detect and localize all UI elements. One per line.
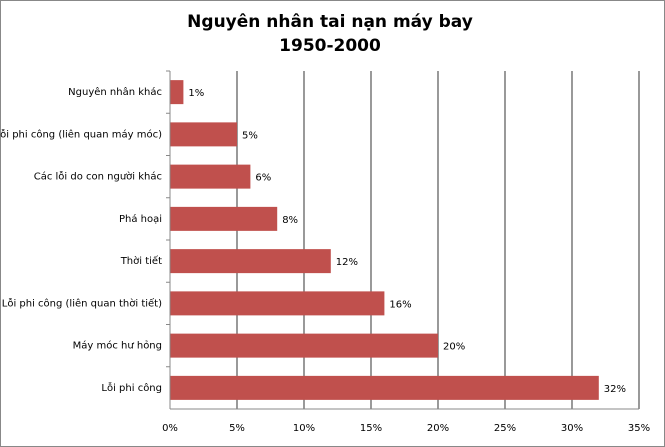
- x-tick-label: 25%: [494, 423, 516, 434]
- value-label: 6%: [255, 173, 271, 184]
- y-tick-label: Các lỗi do con người khác: [34, 170, 162, 183]
- x-tick-label: 20%: [427, 423, 449, 434]
- bar: [170, 249, 331, 274]
- y-tick-label: Phá hoại: [119, 213, 162, 225]
- x-tick-label: 35%: [628, 423, 650, 434]
- bar: [170, 122, 237, 147]
- y-tick-label: Lỗi phi công (liên quan máy móc): [0, 127, 162, 140]
- value-label: 1%: [188, 88, 204, 99]
- value-label: 12%: [336, 257, 358, 268]
- x-tick-label: 15%: [360, 423, 382, 434]
- chart-title: Nguyên nhân tai nạn máy bay: [187, 12, 473, 32]
- value-label: 5%: [242, 130, 258, 141]
- y-tick-label: Máy móc hư hỏng: [73, 340, 162, 352]
- y-tick-label: Lỗi phi công: [101, 381, 162, 394]
- value-label: 8%: [282, 215, 298, 226]
- x-tick-label: 0%: [162, 423, 178, 434]
- x-tick-label: 10%: [293, 423, 315, 434]
- y-tick-label: Nguyên nhân khác: [68, 86, 162, 98]
- value-label: 16%: [389, 299, 411, 310]
- bar: [170, 80, 184, 105]
- chart-subtitle: 1950-2000: [279, 36, 381, 56]
- y-tick-label: Thời tiết: [120, 255, 162, 267]
- x-tick-label: 30%: [561, 423, 583, 434]
- value-label: 20%: [443, 342, 465, 353]
- bar: [170, 164, 251, 189]
- value-label: 32%: [604, 384, 626, 395]
- y-tick-label: Lỗi phi công (liên quan thời tiết): [2, 296, 162, 309]
- bar: [170, 291, 385, 316]
- bar: [170, 375, 599, 400]
- bar: [170, 206, 278, 231]
- x-tick-label: 5%: [229, 423, 245, 434]
- bar: [170, 333, 438, 358]
